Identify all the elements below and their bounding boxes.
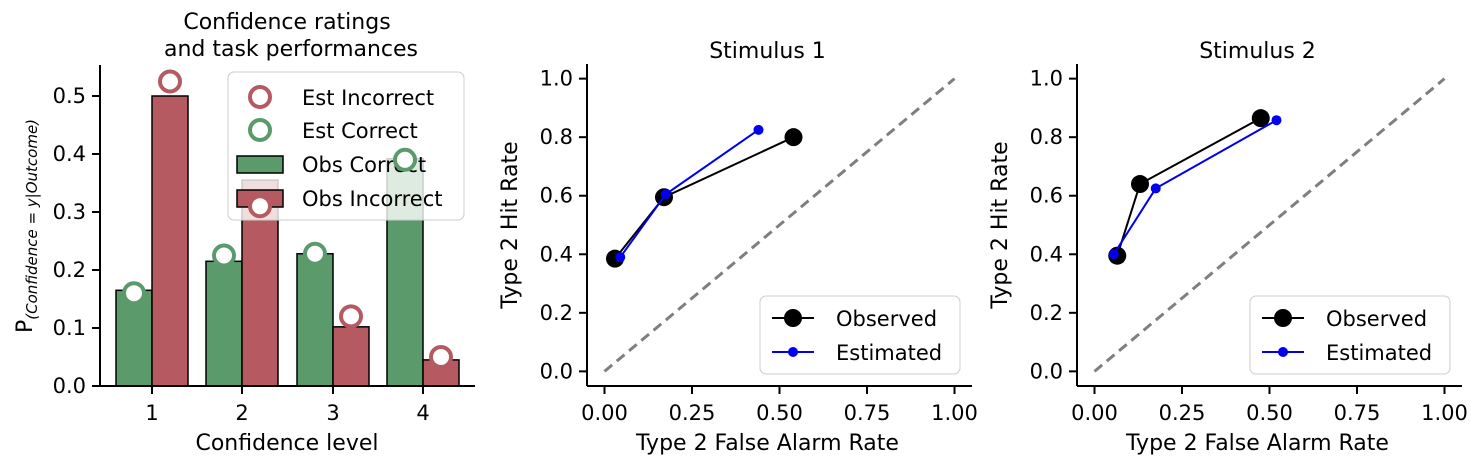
y-tick-label: 0.0 [53, 374, 86, 398]
point-estimated [1271, 115, 1282, 126]
point-observed [1251, 109, 1270, 128]
y-tick-label: 0.6 [1030, 184, 1063, 208]
chance-diagonal [603, 77, 956, 373]
marker-est-correct [122, 281, 146, 306]
legend-label: Estimated [1326, 341, 1432, 365]
marker-est-incorrect [158, 69, 182, 94]
marker-est-incorrect [248, 194, 272, 219]
y-tick-label: 0.2 [1030, 301, 1063, 325]
legend-marker [248, 85, 272, 109]
legend-label: Observed [1326, 307, 1427, 331]
legend-marker [788, 347, 798, 357]
x-tick-label: 1.00 [931, 401, 978, 425]
point-estimated [615, 252, 626, 263]
y-axis-label: P(Confidence = y|Outcome) [13, 119, 41, 333]
x-tick-label: 0.00 [581, 401, 628, 425]
panel-stimulus-1: Stimulus 1 0.0 0.2 0.4 0.6 0.8 1.0 0.00 0.25 0.50… [498, 39, 978, 456]
y-tick-label: 1.0 [540, 67, 573, 91]
bar-obs-correct [296, 253, 334, 387]
y-tick-label: 1.0 [1030, 67, 1063, 91]
legend-label: Estimated [836, 341, 942, 365]
marker-est-correct [303, 241, 327, 266]
legend-marker [784, 309, 802, 327]
y-axis-label: Type 2 Hit Rate [988, 141, 1013, 309]
bar-obs-correct [205, 260, 243, 387]
y-tick-label: 0.5 [53, 84, 86, 108]
y-tick-label: 0.8 [540, 125, 573, 149]
legend: Observed Estimated [759, 295, 961, 375]
y-tick-label: 0.4 [540, 242, 573, 266]
legend-label: Est Correct [302, 119, 418, 143]
x-axis-label: Type 2 False Alarm Rate [635, 431, 899, 456]
y-tick-label: 0.4 [1030, 242, 1063, 266]
x-tick-label: 3 [326, 401, 339, 425]
chart-title: Stimulus 1 [709, 39, 826, 64]
point-estimated [1150, 183, 1161, 194]
x-tick-label: 4 [416, 401, 429, 425]
y-tick-label: 0.0 [1030, 359, 1063, 383]
x-tick-label: 0.25 [669, 401, 716, 425]
x-tick-label: 2 [235, 401, 248, 425]
chart-title-line1: Confidence ratings [183, 10, 390, 35]
bar-obs-incorrect [151, 95, 189, 387]
bar-obs-incorrect [422, 359, 460, 387]
y-tick-label: 0.0 [540, 359, 573, 383]
point-estimated [1108, 249, 1119, 260]
legend: Observed Estimated [1249, 295, 1451, 375]
x-tick-label: 0.50 [1246, 401, 1293, 425]
y-tick-label: 0.3 [53, 200, 86, 224]
x-tick-label: 1.00 [1421, 401, 1468, 425]
x-tick-label: 0.75 [1334, 401, 1381, 425]
y-tick-label: 0.1 [53, 316, 86, 340]
legend-label: Est Incorrect [302, 86, 434, 110]
y-axis-label: Type 2 Hit Rate [498, 141, 523, 309]
legend-marker [1274, 309, 1292, 327]
chance-diagonal [1093, 77, 1446, 373]
chart-title: Stimulus 2 [1199, 39, 1316, 64]
x-tick-label: 0.00 [1071, 401, 1118, 425]
legend-label: Obs Incorrect [302, 187, 443, 211]
legend-frame [227, 71, 465, 221]
panel-stimulus-2: Stimulus 2 0.0 0.2 0.4 0.6 0.8 1.0 0.00 0.25 0.50… [988, 39, 1468, 456]
series-line [614, 136, 794, 260]
x-tick-label: 0.25 [1159, 401, 1206, 425]
marker-est-incorrect [429, 345, 453, 369]
y-tick-label: 0.2 [540, 301, 573, 325]
x-tick-label: 0.75 [844, 401, 891, 425]
point-observed [1131, 175, 1149, 194]
x-tick-label: 0.50 [756, 401, 803, 425]
chart-title-line2: and task performances [164, 37, 418, 62]
y-tick-label: 0.2 [53, 258, 86, 282]
bar-obs-correct [115, 289, 153, 387]
y-tick-label: 0.4 [53, 142, 86, 166]
x-axis-label: Confidence level [195, 431, 378, 456]
x-axis-label: Type 2 False Alarm Rate [1125, 431, 1389, 456]
legend-frame [759, 295, 961, 375]
marker-est-correct [212, 243, 236, 268]
y-tick-label: 0.8 [1030, 125, 1063, 149]
y-tick-label: 0.6 [540, 184, 573, 208]
point-observed [784, 128, 803, 147]
bar-obs-incorrect [332, 326, 370, 387]
legend-marker [248, 118, 272, 142]
x-tick-label: 1 [145, 401, 158, 425]
legend-frame [1249, 295, 1451, 375]
legend-label: Observed [836, 307, 937, 331]
marker-est-incorrect [339, 304, 363, 329]
point-estimated [660, 189, 671, 200]
legend-patch [236, 155, 284, 174]
marker-est-correct [393, 147, 417, 172]
series-line [619, 129, 760, 258]
legend-marker [1278, 347, 1288, 357]
point-estimated [753, 124, 764, 135]
